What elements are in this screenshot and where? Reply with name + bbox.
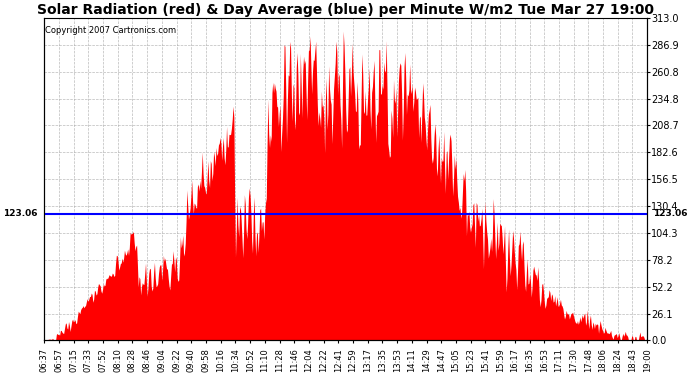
Title: Solar Radiation (red) & Day Average (blue) per Minute W/m2 Tue Mar 27 19:00: Solar Radiation (red) & Day Average (blu…	[37, 3, 654, 17]
Text: Copyright 2007 Cartronics.com: Copyright 2007 Cartronics.com	[46, 26, 177, 35]
Text: 123.06: 123.06	[653, 209, 687, 218]
Text: 123.06: 123.06	[3, 209, 37, 218]
